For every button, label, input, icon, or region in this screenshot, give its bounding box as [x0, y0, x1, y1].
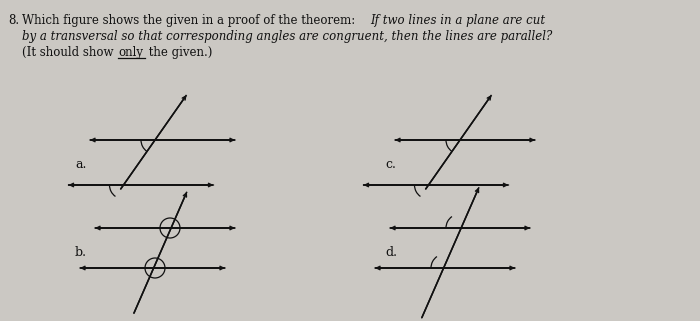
Text: b.: b. [75, 246, 87, 258]
Text: only: only [118, 46, 143, 59]
Text: d.: d. [385, 246, 397, 258]
Text: If two lines in a plane are cut: If two lines in a plane are cut [370, 14, 545, 27]
Text: by a transversal so that corresponding angles are congruent, then the lines are : by a transversal so that corresponding a… [22, 30, 552, 43]
Text: Which figure shows the given in a proof of the theorem:: Which figure shows the given in a proof … [22, 14, 359, 27]
Text: 8.: 8. [8, 14, 19, 27]
Text: a.: a. [75, 159, 86, 171]
Text: the given.): the given.) [145, 46, 212, 59]
Text: c.: c. [385, 159, 396, 171]
Text: (It should show: (It should show [22, 46, 118, 59]
